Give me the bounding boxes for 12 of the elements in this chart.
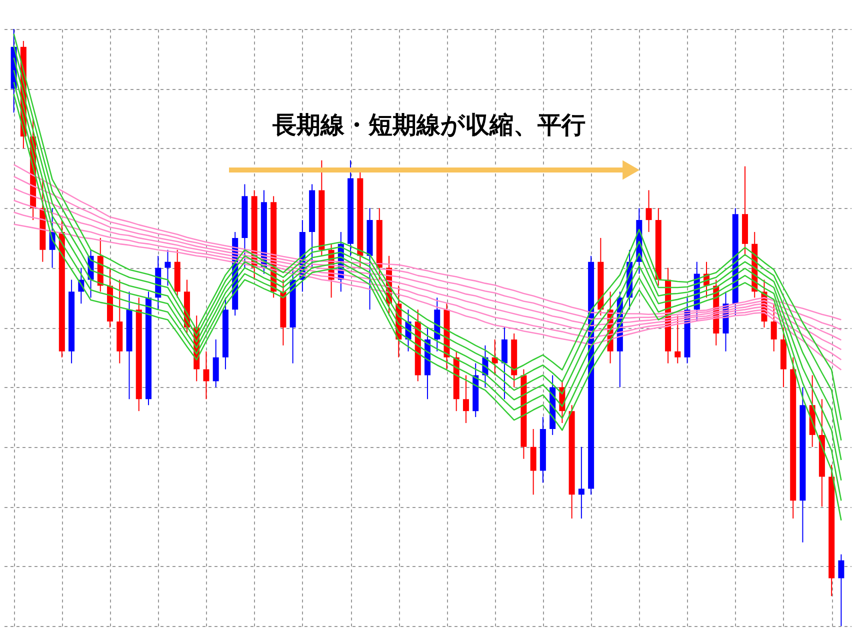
candlestick <box>212 338 219 388</box>
candlestick <box>462 374 469 424</box>
candlestick <box>530 428 536 496</box>
annotation: 長期線・短期線が収縮、平行 <box>272 111 586 139</box>
candlestick <box>646 190 652 232</box>
candlestick <box>838 554 844 626</box>
candlestick <box>164 249 171 286</box>
candlestick <box>674 315 681 364</box>
candlestick <box>770 303 777 352</box>
candlestick <box>203 350 210 400</box>
candlestick <box>501 327 508 400</box>
candlestick <box>578 446 584 520</box>
